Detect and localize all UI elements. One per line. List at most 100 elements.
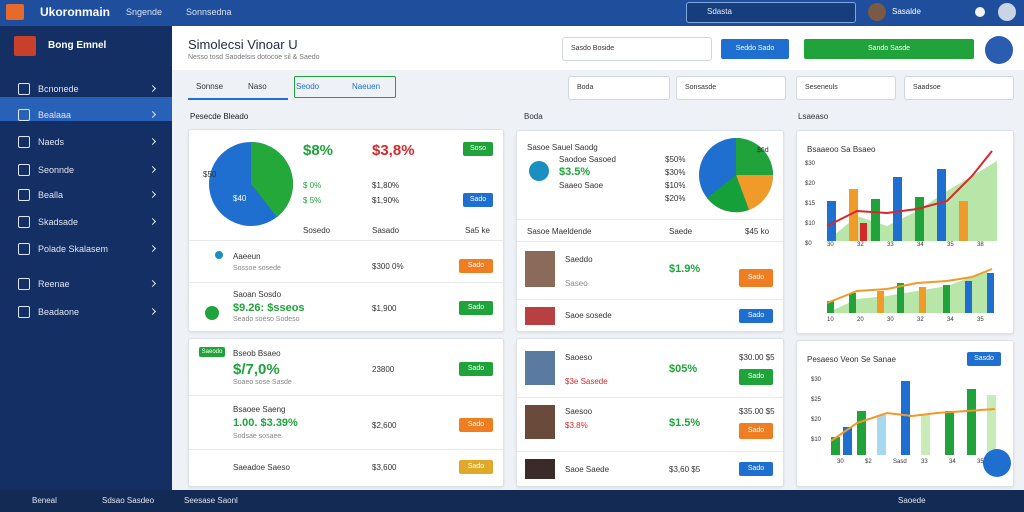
- card: Saeodo Bseob Bsaeo $/7,0% Soaeo sose Sas…: [188, 338, 504, 487]
- button[interactable]: Sado: [459, 418, 493, 432]
- menu-item[interactable]: Skadsade: [38, 217, 79, 227]
- card: Pesaeso Veon Se Sanae Sasdo $30 $25 $20 $10…: [796, 340, 1014, 487]
- nav-link[interactable]: Sngende: [126, 7, 163, 17]
- shape: [826, 150, 993, 227]
- label: Saodoe Sasoed: [559, 155, 616, 164]
- menu-item[interactable]: Seonnde: [38, 165, 75, 175]
- row-amount: $300 0%: [372, 262, 404, 271]
- menu-item[interactable]: Reenae: [38, 279, 70, 289]
- button[interactable]: Sando Sasde: [804, 39, 974, 59]
- x-tick-label: 10: [827, 317, 834, 323]
- label: Sosedo: [303, 226, 331, 235]
- row-title: Saoe Saede: [565, 465, 610, 474]
- chart-bar: [959, 201, 968, 241]
- shape: [707, 175, 749, 213]
- x-tick-label: 32: [857, 242, 864, 248]
- select[interactable]: Sasdo Boside: [562, 37, 712, 61]
- header: Simolecsi Vinoar U Nesso tosd Saodelsis …: [172, 26, 1024, 70]
- label: Saaeo Saoe: [559, 181, 604, 190]
- row-sub: Seado soeso Sodeso: [233, 316, 300, 323]
- chart-bar: [901, 381, 910, 455]
- button[interactable]: Sado: [739, 369, 773, 385]
- status-right: Saoede: [898, 496, 926, 505]
- chart-bar: [897, 283, 904, 313]
- row-sub: $3e Sasede: [565, 377, 608, 386]
- menu-item[interactable]: Bealla: [38, 190, 64, 200]
- label: Sa5 ke: [465, 226, 490, 235]
- menu-icon: [18, 83, 30, 95]
- label: Sasado: [372, 226, 400, 235]
- chevron: [148, 165, 157, 174]
- button[interactable]: Sado: [459, 259, 493, 273]
- x-tick-label: 20: [857, 317, 864, 323]
- menu-item[interactable]: Bcnonede: [38, 84, 79, 94]
- row-title: Bsaoee Saeng: [233, 405, 286, 414]
- button[interactable]: Sado: [459, 301, 493, 315]
- button[interactable]: Seddo Sado: [721, 39, 789, 59]
- pct: $50%: [665, 155, 686, 164]
- tab[interactable]: Seodo: [296, 82, 320, 91]
- button[interactable]: Sado: [739, 462, 773, 476]
- input[interactable]: Sonsasde: [676, 76, 786, 100]
- fab[interactable]: [983, 449, 1011, 477]
- input[interactable]: Boda: [568, 76, 670, 100]
- chart-bar: [849, 189, 858, 241]
- shape: [830, 408, 996, 442]
- pct: $30%: [665, 168, 686, 177]
- status-mid: Seesase Saonl: [184, 496, 238, 505]
- menu-icon: [18, 278, 30, 290]
- chart-bar: [857, 411, 866, 455]
- avatar[interactable]: [985, 36, 1013, 64]
- pie: [209, 142, 294, 226]
- col-head: Sasoe Maeldende: [527, 227, 592, 236]
- button[interactable]: Sado: [463, 193, 493, 207]
- x-tick-label: 32: [917, 317, 924, 323]
- chart-graphic: [830, 381, 996, 455]
- y-tick-label: $20: [805, 181, 816, 187]
- x-tick-label: 34: [917, 242, 924, 248]
- avatar[interactable]: [868, 3, 886, 21]
- x-tick-label: 35: [947, 242, 954, 248]
- user-name[interactable]: Sasalde: [892, 7, 921, 16]
- input[interactable]: Seseneuls: [796, 76, 896, 100]
- tab[interactable]: Sonnse: [196, 82, 224, 91]
- button[interactable]: Sado: [739, 309, 773, 323]
- tab[interactable]: Naeuen: [352, 82, 381, 91]
- button[interactable]: Sado: [739, 269, 773, 287]
- menu-icon: [18, 164, 30, 176]
- row-sub: Sossoe sosede: [233, 265, 281, 272]
- tab[interactable]: Naso: [248, 82, 267, 91]
- chart-bar: [937, 169, 946, 241]
- nav-menu[interactable]: Sonnsedna: [186, 7, 232, 17]
- shape: [736, 175, 774, 210]
- chart-bar: [831, 437, 840, 455]
- menu-item[interactable]: Polade Skalasem: [38, 244, 109, 254]
- bell[interactable]: [975, 7, 985, 17]
- button[interactable]: Soso: [463, 142, 493, 156]
- search-box[interactable]: Sdasta: [686, 2, 856, 23]
- input-text: Seseneuls: [805, 84, 838, 91]
- row-title: Saoeso: [565, 353, 593, 362]
- button[interactable]: Sado: [459, 460, 493, 474]
- avatar[interactable]: [998, 3, 1016, 21]
- menu-item[interactable]: Bealaaa: [38, 110, 72, 120]
- chart-graphic: [826, 150, 997, 313]
- pie: [699, 138, 774, 213]
- row-value: 1.00. $3.39%: [233, 417, 298, 429]
- row-amount: 23800: [372, 365, 395, 374]
- input[interactable]: Saadsoe: [904, 76, 1014, 100]
- thumbnail: [525, 351, 555, 385]
- button[interactable]: Sado: [739, 423, 773, 439]
- menu-item[interactable]: Naeds: [38, 137, 65, 147]
- chart-bar: [987, 273, 994, 313]
- x-tick-label: 30: [837, 459, 844, 465]
- status-left: Beneal: [32, 496, 57, 505]
- button[interactable]: Sasdo: [967, 352, 1001, 366]
- menu-item[interactable]: Beadaone: [38, 307, 80, 317]
- input-text: Sonsasde: [685, 84, 717, 91]
- button[interactable]: Sado: [459, 362, 493, 376]
- row-value: $3,60 $5: [669, 465, 701, 474]
- divider: [189, 240, 503, 241]
- pie-label: $50: [203, 170, 217, 179]
- chart-bar: [843, 427, 852, 455]
